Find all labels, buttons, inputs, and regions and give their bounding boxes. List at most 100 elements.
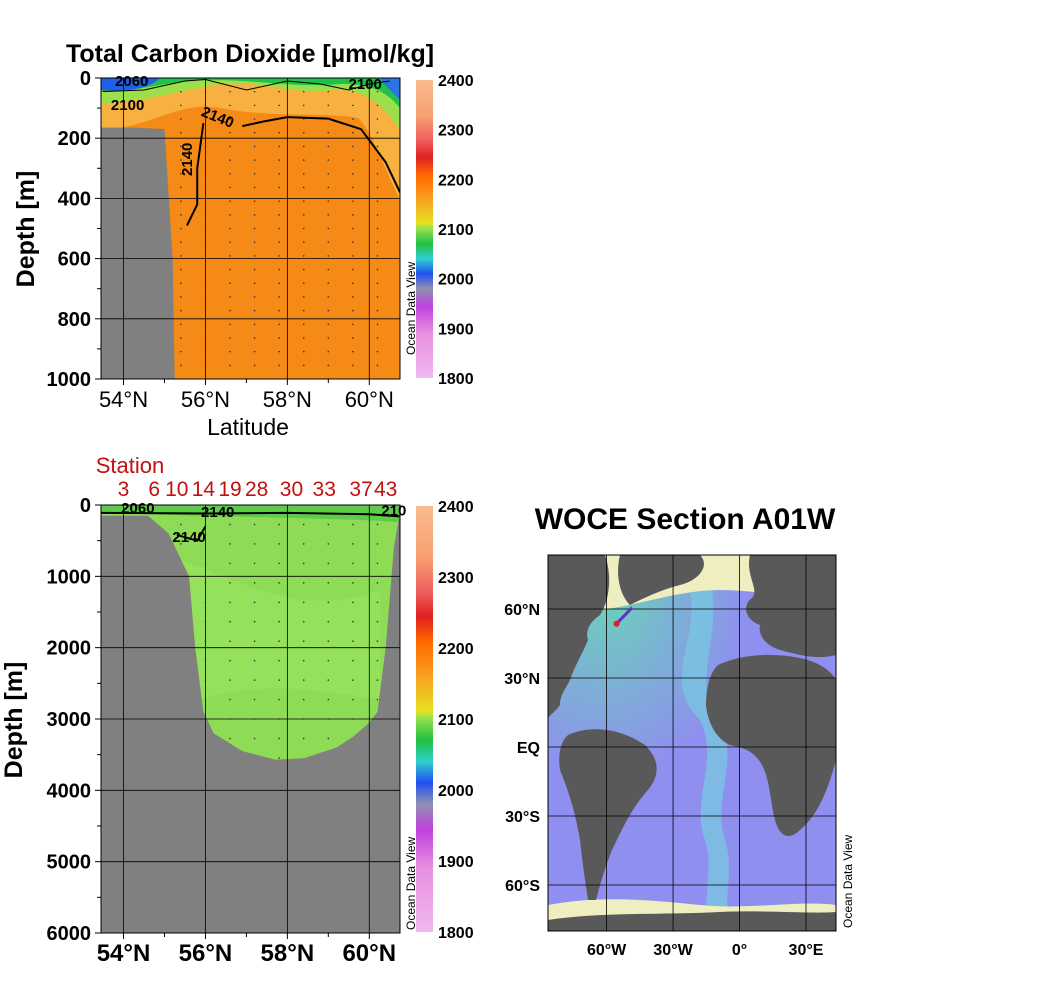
lower-sample-dot (229, 659, 231, 662)
lower-colorbar-label: 2400 (438, 499, 474, 516)
upper-sample-dot (253, 282, 256, 285)
lower-sample-dot (229, 620, 231, 623)
lower-sample-dot (352, 640, 354, 642)
upper-sample-dot (253, 104, 256, 107)
station-label: 6 (148, 478, 160, 501)
lower-sample-dot (278, 523, 280, 526)
upper-sample-dot (204, 214, 207, 216)
lower-sample-dot (180, 543, 182, 545)
lower-x-tick-label: 56°N (179, 940, 233, 967)
upper-sample-dot (180, 90, 182, 93)
upper-sample-dot (327, 282, 330, 285)
map-lat-label: 60°N (504, 602, 540, 619)
lower-sample-dot (352, 659, 354, 662)
upper-sample-dot (327, 200, 330, 202)
upper-sample-dot (253, 131, 256, 134)
lower-sample-dot (302, 698, 305, 701)
upper-sample-dot (278, 350, 280, 353)
lower-x-ticks: 54°N 56°N 58°N 60°N (97, 933, 396, 967)
upper-sample-dot (352, 172, 354, 175)
map-land-europe (746, 555, 836, 658)
lower-y-tick-label: 3000 (47, 709, 92, 731)
upper-sample-dot (229, 118, 231, 120)
upper-sample-dot (278, 241, 280, 243)
upper-sample-dot (204, 282, 207, 285)
lower-sample-dot (352, 718, 354, 720)
upper-sample-dot (302, 90, 305, 93)
lower-colorbar-label: 2000 (438, 783, 474, 800)
lower-colorbar-label: 2300 (438, 570, 474, 587)
upper-sample-dot (229, 186, 231, 189)
upper-sample-dot (376, 172, 379, 175)
upper-sample-dot (376, 323, 379, 326)
upper-sample-dot (180, 296, 182, 298)
upper-sample-dot (376, 145, 379, 148)
lower-sample-dot (352, 523, 354, 526)
upper-sample-dot (376, 337, 379, 339)
map-latitude-ticks: 60°N 30°N EQ 30°S 60°S (504, 602, 540, 895)
upper-sample-dot (352, 364, 354, 367)
map-lon-label: 60°W (587, 942, 627, 959)
upper-sample-dot (253, 227, 256, 230)
map-watermark: Ocean Data View (841, 835, 855, 928)
lower-sample-dot (278, 640, 280, 642)
upper-colorbar-label: 2100 (438, 222, 474, 239)
lower-sample-dot (327, 523, 330, 526)
lower-station-labels: 3 6 10 14 19 28 30 33 37 43 (118, 478, 398, 501)
lower-y-tick-label: 0 (80, 495, 91, 517)
map-land-africa (706, 654, 836, 836)
lower-sample-dot (229, 523, 231, 526)
lower-sample-dot (229, 640, 231, 642)
upper-sample-dot (229, 227, 231, 230)
map-longitude-ticks: 60°W 30°W 0° 30°E (587, 942, 824, 959)
upper-sample-dot (253, 296, 256, 298)
upper-blue-patch (101, 78, 160, 91)
lower-sample-dot (253, 737, 256, 740)
lower-contour-label: 210 (381, 503, 406, 520)
upper-sample-dot (376, 309, 379, 312)
map-lon-label: 0° (732, 942, 747, 959)
lower-sample-dot (278, 562, 280, 565)
upper-contour-label: 2060 (115, 73, 148, 90)
upper-sample-dot (278, 145, 280, 148)
lower-y-tick-label: 6000 (47, 923, 92, 945)
upper-sample-dot (278, 186, 280, 189)
map-grid (548, 555, 836, 931)
lower-sample-dot (204, 640, 207, 642)
upper-sample-dot (302, 145, 305, 148)
upper-sample-dot (376, 268, 379, 271)
upper-sample-dot (253, 337, 256, 339)
upper-sample-dot (327, 145, 330, 148)
upper-sample-dot (376, 255, 379, 257)
lower-colorbar-watermark: Ocean Data View (404, 837, 418, 930)
upper-colorbar-label: 1800 (438, 371, 474, 388)
lower-sample-dot (376, 601, 379, 604)
upper-sample-dot (278, 159, 280, 161)
lower-sample-dot (352, 698, 354, 701)
map-lon-label: 30°E (789, 942, 824, 959)
lower-sample-dot (204, 679, 207, 681)
upper-sample-dot (204, 350, 207, 353)
lower-sample-dot (302, 737, 305, 740)
upper-x-tick-label: 56°N (181, 387, 230, 412)
upper-sample-dot (180, 104, 182, 107)
upper-sample-dot (352, 214, 354, 216)
upper-sample-dot (327, 172, 330, 175)
upper-sample-dot (302, 255, 305, 257)
upper-sample-dot (376, 350, 379, 353)
upper-contour-label: 2140 (179, 143, 196, 176)
upper-y-ticks: 0 200 400 600 800 1000 (47, 68, 101, 391)
lower-sample-dot (204, 543, 207, 545)
upper-sample-dot (180, 255, 182, 257)
lower-sample-dot (376, 543, 379, 545)
lower-sample-dot (352, 562, 354, 565)
lower-sample-dot (278, 582, 280, 584)
upper-sample-dot (352, 145, 354, 148)
lower-sample-dot (278, 718, 280, 720)
upper-sample-dot (352, 131, 354, 134)
station-label: 30 (280, 478, 303, 501)
upper-sample-dot (302, 131, 305, 134)
upper-sample-dot (376, 296, 379, 298)
